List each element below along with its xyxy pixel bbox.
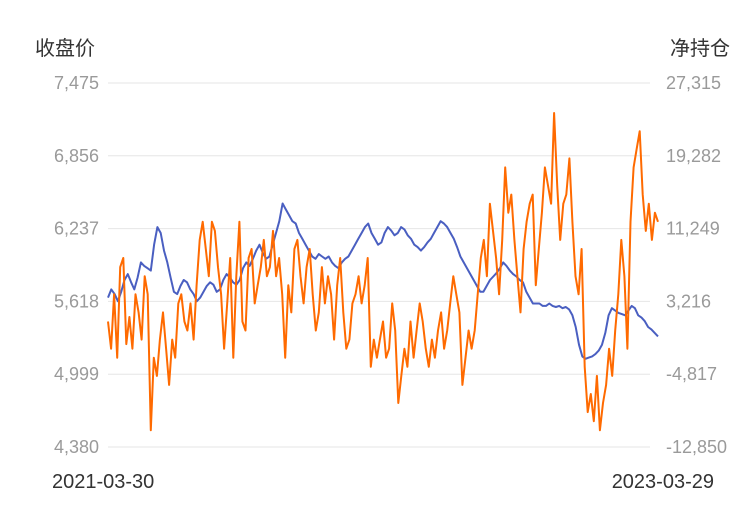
right-tick-label: 19,282: [666, 146, 721, 166]
right-tick-label: 27,315: [666, 73, 721, 93]
left-tick-label: 7,475: [54, 73, 99, 93]
left-tick-label: 6,856: [54, 146, 99, 166]
left-tick-label: 6,237: [54, 219, 99, 239]
right-tick-label: 3,216: [666, 291, 711, 311]
right-tick-label: -4,817: [666, 364, 717, 384]
right-tick-label: -12,850: [666, 437, 727, 457]
left-tick-label: 4,999: [54, 364, 99, 384]
right-axis-title: 净持仓: [670, 36, 730, 60]
left-tick-label: 5,618: [54, 291, 99, 311]
left-tick-label: 4,380: [54, 437, 99, 457]
x-axis-start-label: 2021-03-30: [52, 471, 154, 493]
net-position-line: [107, 112, 659, 432]
right-tick-label: 11,249: [666, 219, 720, 239]
right-axis-ticks: 27,315 19,282 11,249 3,216 -4,817 -12,850: [666, 73, 727, 457]
left-axis-ticks: 7,475 6,856 6,237 5,618 4,999 4,380: [54, 73, 99, 457]
grid-lines: [108, 82, 650, 448]
x-axis-end-label: 2023-03-29: [612, 471, 714, 493]
close-price-line: [107, 202, 659, 360]
left-axis-title: 收盘价: [35, 36, 95, 60]
